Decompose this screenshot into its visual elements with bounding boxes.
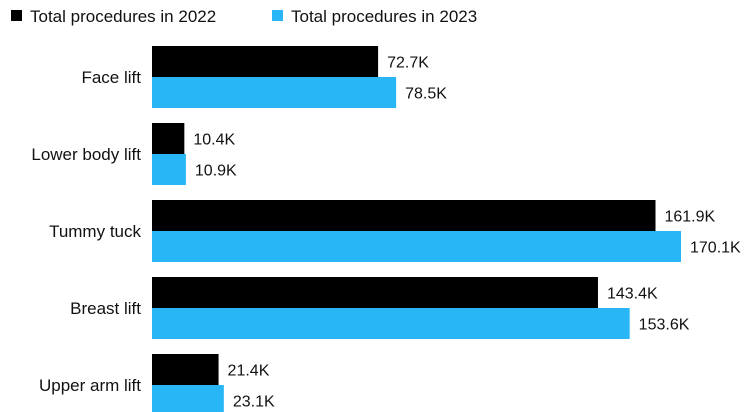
bar-lower-body-lift-2022 bbox=[152, 123, 185, 154]
bar-group-upper-arm-lift: Upper arm lift 21.4K 23.1K bbox=[39, 354, 275, 412]
bar-group-tummy-tuck: Tummy tuck 161.9K 170.1K bbox=[49, 200, 741, 262]
bar-group-face-lift: Face lift 72.7K 78.5K bbox=[81, 46, 447, 108]
value-label: 10.4K bbox=[193, 132, 235, 149]
legend-label-2022: Total procedures in 2022 bbox=[30, 7, 216, 26]
value-label: 72.7K bbox=[387, 55, 429, 72]
legend: Total procedures in 2022 Total procedure… bbox=[11, 7, 477, 26]
value-label: 78.5K bbox=[405, 86, 447, 103]
category-label: Face lift bbox=[81, 68, 141, 87]
bar-lower-body-lift-2023 bbox=[152, 154, 186, 185]
legend-label-2023: Total procedures in 2023 bbox=[291, 7, 477, 26]
bar-tummy-tuck-2023 bbox=[152, 231, 681, 262]
value-label: 143.4K bbox=[607, 286, 658, 303]
plot-area: Face lift 72.7K 78.5K Lower body lift 10.4K 1… bbox=[31, 46, 741, 412]
value-label: 23.1K bbox=[233, 394, 275, 411]
bar-breast-lift-2023 bbox=[152, 308, 630, 339]
legend-swatch-2023 bbox=[272, 10, 283, 21]
bar-tummy-tuck-2022 bbox=[152, 200, 656, 231]
legend-swatch-2022 bbox=[11, 10, 22, 21]
value-label: 153.6K bbox=[639, 317, 690, 334]
bar-group-lower-body-lift: Lower body lift 10.4K 10.9K bbox=[31, 123, 237, 185]
category-label: Tummy tuck bbox=[49, 222, 141, 241]
value-label: 10.9K bbox=[195, 163, 237, 180]
category-label: Lower body lift bbox=[31, 145, 141, 164]
value-label: 161.9K bbox=[664, 209, 715, 226]
bar-breast-lift-2022 bbox=[152, 277, 598, 308]
value-label: 21.4K bbox=[228, 363, 270, 380]
bar-upper-arm-lift-2023 bbox=[152, 385, 224, 412]
category-label: Upper arm lift bbox=[39, 376, 141, 395]
bar-face-lift-2022 bbox=[152, 46, 379, 77]
value-label: 170.1K bbox=[690, 240, 741, 257]
bar-group-breast-lift: Breast lift 143.4K 153.6K bbox=[70, 277, 690, 339]
category-label: Breast lift bbox=[70, 299, 141, 318]
bar-face-lift-2023 bbox=[152, 77, 397, 108]
bar-upper-arm-lift-2022 bbox=[152, 354, 219, 385]
